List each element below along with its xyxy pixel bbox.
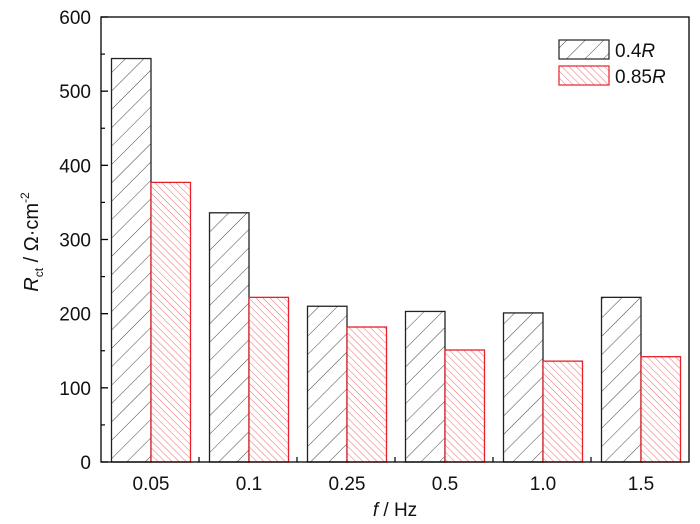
y-tick-label: 400	[59, 156, 91, 177]
x-tick-label: 0.05	[133, 474, 170, 495]
x-tick-label: 1.0	[530, 474, 556, 495]
bar-0.85R-0.05	[150, 181, 192, 463]
x-tick-label: 0.1	[236, 474, 262, 495]
y-tick-label: 0	[80, 453, 91, 474]
y-tick-label: 500	[59, 82, 91, 103]
x-tick-label: 0.25	[329, 474, 366, 495]
y-tick-label: 200	[59, 305, 91, 326]
bar-0.4R-0.5	[404, 310, 446, 463]
bar-0.85R-1.0	[542, 360, 584, 463]
x-tick-label: 0.5	[432, 474, 458, 495]
y-axis-label: Rct / Ω·cm-2	[18, 192, 46, 292]
bar-0.85R-0.5	[444, 349, 486, 463]
legend-label-0.85R: 0.85R	[615, 67, 666, 88]
x-tick-label: 1.5	[628, 474, 654, 495]
bar-0.4R-0.1	[208, 212, 250, 463]
legend-swatch-0.4R	[558, 39, 610, 60]
legend-label-0.4R: 0.4R	[615, 41, 655, 62]
y-tick-label: 100	[59, 379, 91, 400]
bar-0.85R-1.5	[640, 356, 682, 463]
bar-0.4R-1.0	[502, 312, 544, 463]
bar-0.4R-1.5	[600, 296, 642, 463]
bars-layer	[110, 57, 682, 463]
bar-0.4R-0.25	[306, 305, 348, 463]
legend: 0.4R 0.85R	[558, 39, 666, 88]
y-tick-label: 600	[59, 8, 91, 29]
bar-0.85R-0.1	[248, 296, 290, 463]
y-axis: 0 100 200 300 400 500 600	[59, 8, 108, 474]
x-axis-label: f / Hz	[373, 500, 417, 521]
legend-swatch-0.85R	[558, 65, 610, 86]
bar-0.4R-0.05	[110, 57, 152, 463]
bar-0.85R-0.25	[346, 326, 388, 463]
x-axis: 0.05 0.1 0.25 0.5 1.0 1.5	[133, 457, 654, 495]
y-tick-label: 300	[59, 231, 91, 252]
